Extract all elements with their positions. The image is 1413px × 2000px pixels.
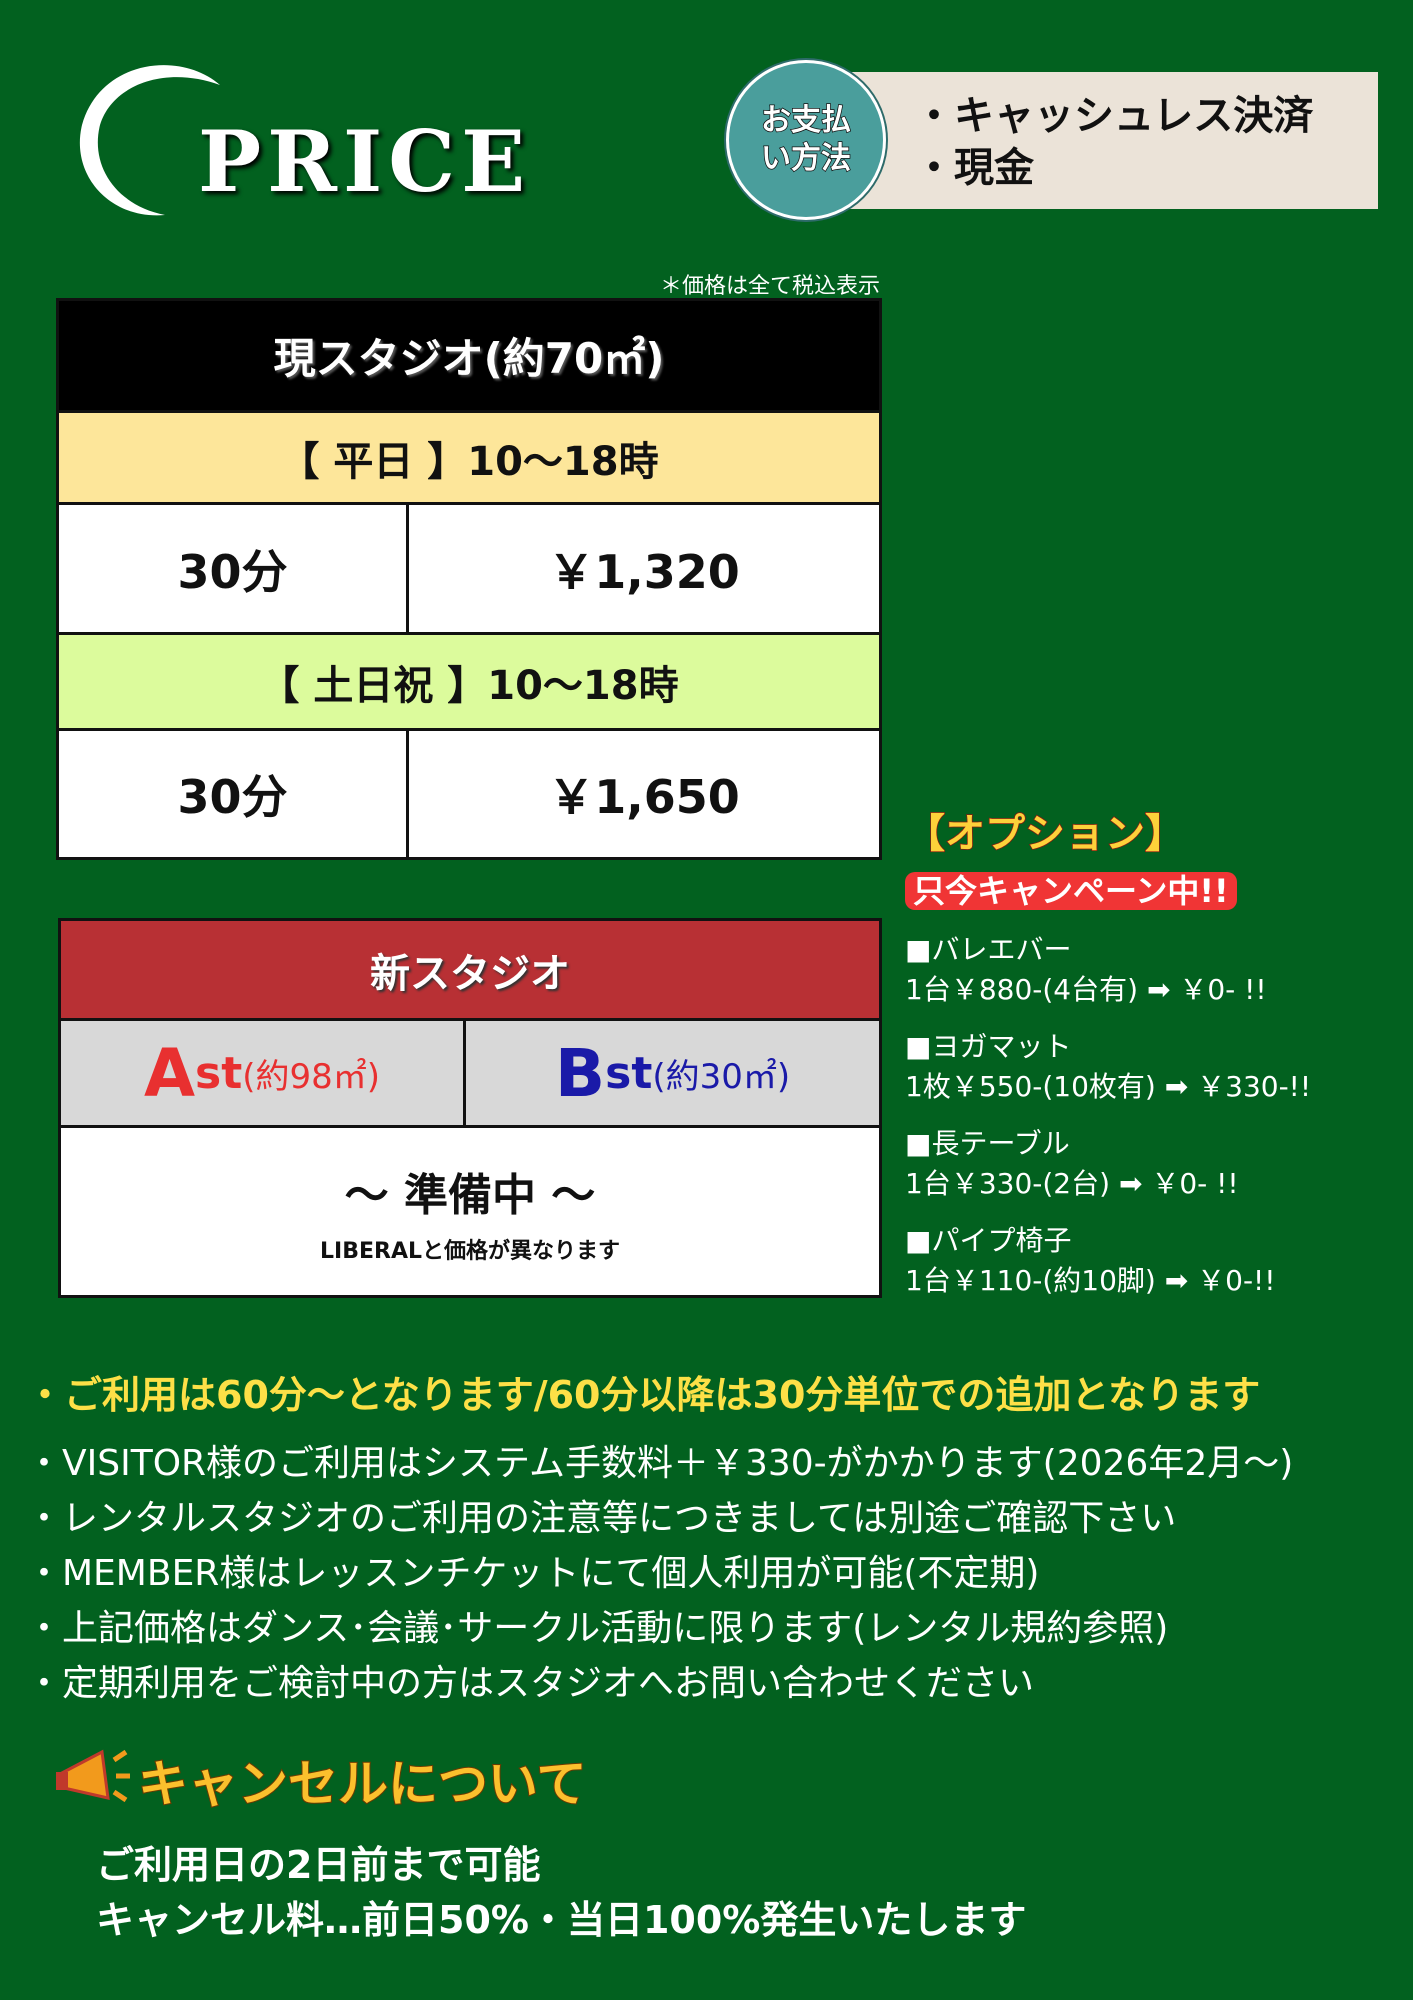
- option-name: ■長テーブル: [905, 1127, 1070, 1160]
- price: ￥1,320: [548, 544, 740, 599]
- weekday-label: 【 平日 】10〜18時: [59, 413, 879, 505]
- status-note: LIBERALと価格が異なります: [320, 1238, 620, 1264]
- weekend-label: 【 土日祝 】10〜18時: [59, 635, 879, 731]
- option-name: ■バレエバー: [905, 933, 1072, 966]
- cancel-line: ご利用日の2日前まで可能: [96, 1843, 541, 1887]
- weekday-price-row: 30分 ￥1,320: [59, 505, 879, 635]
- option-price: 1枚￥550-(10枚有) ➡ ￥330-!!: [905, 1067, 1311, 1107]
- payment-label-line: い方法: [760, 140, 852, 177]
- payment-label-badge: お支払 い方法: [726, 60, 886, 220]
- cancel-title: キャンセルについて: [137, 1754, 587, 1814]
- weekend-price-row: 30分 ￥1,650: [59, 731, 879, 857]
- option-campaign-price: ￥0-!!: [1197, 1264, 1276, 1297]
- logo-brush-arc-icon: [79, 65, 220, 216]
- note: ・レンタルスタジオのご利用の注意等につきましては別途ご確認下さい: [26, 1498, 1177, 1539]
- option-campaign-price: ￥330-!!: [1197, 1070, 1312, 1103]
- option-campaign-price: ￥0- !!: [1179, 973, 1267, 1006]
- arrow-right-icon: ➡: [1164, 1264, 1189, 1297]
- studio-a-letter: A: [143, 1034, 196, 1112]
- option-original-price: 1台￥110-(約10脚): [905, 1264, 1156, 1297]
- options-title: 【オプション】: [904, 811, 1186, 857]
- studio-b-letter: B: [554, 1034, 606, 1112]
- option-price: 1台￥330-(2台) ➡ ￥0- !!: [905, 1164, 1239, 1204]
- campaign-badge: 只今キャンペーン中!!: [905, 872, 1237, 910]
- studio-a-size: (約98㎡): [242, 1056, 381, 1097]
- status-text: 〜 準備中 〜: [344, 1169, 596, 1221]
- option-original-price: 1枚￥550-(10枚有): [905, 1070, 1156, 1103]
- payment-method: ・現金: [914, 145, 1034, 191]
- status-row: 〜 準備中 〜 LIBERALと価格が異なります: [61, 1128, 879, 1295]
- payment-method: ・キャッシュレス決済: [914, 93, 1314, 139]
- duration: 30分: [59, 731, 409, 857]
- option-campaign-price: ￥0- !!: [1151, 1167, 1239, 1200]
- price: ￥1,650: [548, 770, 740, 824]
- option-name: ■パイプ椅子: [905, 1224, 1072, 1257]
- option-price: 1台￥880-(4台有) ➡ ￥0- !!: [905, 970, 1267, 1010]
- table-title: 新スタジオ: [61, 921, 879, 1021]
- table-title: 現スタジオ(約70㎡): [59, 301, 879, 413]
- option-name: ■ヨガマット: [905, 1030, 1072, 1063]
- option-price: 1台￥110-(約10脚) ➡ ￥0-!!: [905, 1261, 1276, 1301]
- note: ・MEMBER様はレッスンチケットにて個人利用が可能(不定期): [26, 1553, 1040, 1594]
- note: ・上記価格はダンス･会議･サークル活動に限ります(レンタル規約参照): [26, 1608, 1169, 1649]
- duration: 30分: [59, 505, 409, 632]
- payment-methods-box: ・キャッシュレス決済 ・現金: [850, 72, 1378, 209]
- option-original-price: 1台￥330-(2台): [905, 1167, 1111, 1200]
- studio-b-suffix: st: [605, 1047, 653, 1099]
- note: ・VISITOR様のご利用はシステム手数料＋￥330-がかかります(2026年2…: [26, 1443, 1294, 1484]
- usage-note-highlight: ・ご利用は60分〜となります/60分以降は30分単位での追加となります: [26, 1373, 1261, 1417]
- payment-label-line: お支払: [760, 102, 852, 139]
- note: ・定期利用をご検討中の方はスタジオへお問い合わせください: [26, 1663, 1035, 1704]
- tax-note: ＊価格は全て税込表示: [659, 274, 880, 299]
- arrow-right-icon: ➡: [1146, 973, 1171, 1006]
- studio-b-size: (約30㎡): [652, 1056, 791, 1097]
- arrow-right-icon: ➡: [1118, 1167, 1143, 1200]
- megaphone-icon: [56, 1749, 130, 1803]
- cancel-line: キャンセル料…前日50%・当日100%発生いたします: [96, 1898, 1027, 1942]
- option-original-price: 1台￥880-(4台有): [905, 973, 1139, 1006]
- arrow-right-icon: ➡: [1164, 1070, 1189, 1103]
- studio-a-suffix: st: [195, 1047, 243, 1099]
- current-studio-price-table: 現スタジオ(約70㎡) 【 平日 】10〜18時 30分 ￥1,320 【 土日…: [56, 298, 882, 860]
- logo-price-title: PRICE: [198, 112, 532, 211]
